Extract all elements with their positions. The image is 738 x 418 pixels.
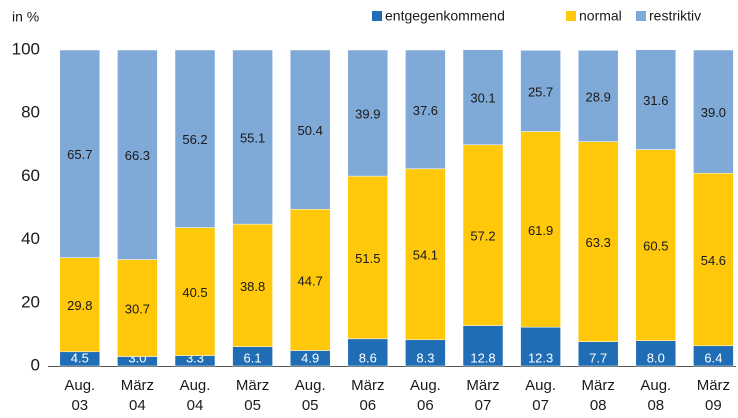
data-label: 50.4 xyxy=(298,123,323,138)
bar-segment xyxy=(405,168,446,341)
data-label: 8.0 xyxy=(647,350,665,365)
data-label: 31.6 xyxy=(643,93,668,108)
bar-segment xyxy=(289,49,331,210)
y-tick-label: 100 xyxy=(12,39,40,58)
bar-segment xyxy=(577,141,619,342)
data-label: 30.1 xyxy=(470,91,495,106)
x-tick-label: Aug. 05 xyxy=(295,377,326,414)
data-label: 28.9 xyxy=(586,89,611,104)
data-label: 39.0 xyxy=(701,105,726,120)
x-tick-label: März 09 xyxy=(697,377,730,414)
bar-segment xyxy=(59,257,101,353)
data-label: 51.5 xyxy=(355,251,380,266)
data-label: 65.7 xyxy=(67,147,92,162)
data-label: 12.8 xyxy=(470,350,495,365)
y-axis-label: in % xyxy=(12,9,39,25)
bar-segment xyxy=(462,325,504,367)
data-label: 54.6 xyxy=(701,253,726,268)
bar-segment xyxy=(347,175,389,340)
bar-segment xyxy=(232,223,273,347)
legend-swatch xyxy=(372,11,382,21)
bar-segment xyxy=(117,259,158,357)
data-label: 40.5 xyxy=(182,285,207,300)
bar-segment xyxy=(289,209,331,351)
y-tick-label: 0 xyxy=(31,355,40,374)
x-tick-label: Aug. 04 xyxy=(180,377,211,414)
x-tick-label: März 06 xyxy=(351,377,384,414)
data-label: 6.1 xyxy=(244,350,262,365)
data-label: 6.4 xyxy=(704,350,722,365)
data-label: 30.7 xyxy=(125,301,150,316)
data-label: 38.8 xyxy=(240,279,265,294)
x-tick-label: Aug. 06 xyxy=(410,377,441,414)
bar-segment xyxy=(635,149,677,341)
legend-label: restriktiv xyxy=(649,8,701,24)
data-label: 25.7 xyxy=(528,84,553,99)
data-label: 54.1 xyxy=(413,248,438,263)
x-tick-label: März 08 xyxy=(582,377,615,414)
data-label: 4.9 xyxy=(301,350,319,365)
data-label: 55.1 xyxy=(240,130,265,145)
data-label: 8.3 xyxy=(416,350,434,365)
bar-segment xyxy=(635,340,677,367)
data-label: 12.3 xyxy=(528,350,553,365)
x-tick-label: Aug. 07 xyxy=(525,377,556,414)
legend-label: normal xyxy=(579,8,622,24)
bar-segment xyxy=(347,49,389,177)
bar-segment xyxy=(174,49,216,228)
bar-segment xyxy=(693,49,734,174)
bar-segment xyxy=(520,326,561,367)
y-tick-label: 40 xyxy=(21,229,40,248)
bar-segment xyxy=(577,50,619,142)
y-tick-label: 60 xyxy=(21,166,40,185)
bar-segment xyxy=(520,131,561,328)
bar-segment xyxy=(117,49,158,260)
data-label: 8.6 xyxy=(359,350,377,365)
y-tick-label: 20 xyxy=(21,292,40,311)
legend-swatch xyxy=(566,11,576,21)
y-tick-label: 80 xyxy=(21,103,40,122)
x-tick-label: März 07 xyxy=(466,377,499,414)
data-label: 63.3 xyxy=(586,235,611,250)
bar-segment xyxy=(577,341,619,367)
bar-segment xyxy=(347,338,389,367)
bar-segment xyxy=(174,227,216,356)
data-label: 29.8 xyxy=(67,298,92,313)
data-label: 57.2 xyxy=(470,229,495,244)
bar-segment xyxy=(462,144,504,326)
data-label: 61.9 xyxy=(528,223,553,238)
data-label: 4.5 xyxy=(71,350,89,365)
x-tick-label: März 05 xyxy=(236,377,269,414)
bar-segment xyxy=(405,49,446,170)
data-label: 39.9 xyxy=(355,106,380,121)
data-label: 66.3 xyxy=(125,148,150,163)
x-tick-label: März 04 xyxy=(121,377,154,414)
data-label: 7.7 xyxy=(589,350,607,365)
data-label: 37.6 xyxy=(413,103,438,118)
x-tick-label: Aug. 03 xyxy=(64,377,95,414)
bar-segment xyxy=(59,49,101,258)
bar-segment xyxy=(635,49,677,150)
bar-segment xyxy=(232,49,273,225)
x-tick-label: Aug. 08 xyxy=(640,377,671,414)
data-label: 56.2 xyxy=(182,132,207,147)
data-label: 44.7 xyxy=(298,273,323,288)
bar-segment xyxy=(520,50,561,132)
legend-label: entgegenkommend xyxy=(385,8,505,24)
legend-swatch xyxy=(636,11,646,21)
data-label: 60.5 xyxy=(643,239,668,254)
bar-segment xyxy=(693,172,734,347)
bar-segment xyxy=(462,49,504,146)
